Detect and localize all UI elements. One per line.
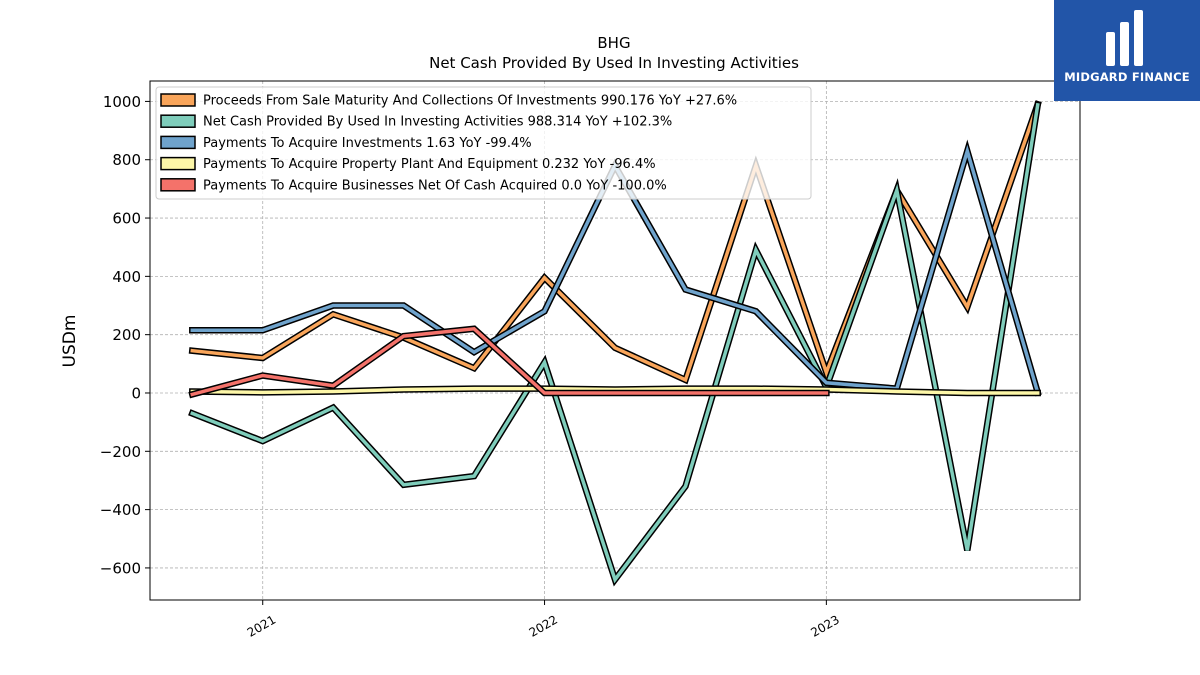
x-tick-label: 2021 bbox=[245, 612, 278, 639]
legend-box bbox=[155, 86, 812, 200]
x-tick-label: 2022 bbox=[527, 612, 560, 639]
chart-subtitle: Net Cash Provided By Used In Investing A… bbox=[429, 54, 799, 72]
legend-swatch bbox=[160, 156, 196, 171]
y-tick-label: 0 bbox=[131, 384, 141, 402]
series-line bbox=[190, 102, 1040, 584]
y-tick-label: 800 bbox=[112, 151, 141, 169]
legend-swatch bbox=[160, 135, 196, 150]
y-tick-label: 200 bbox=[112, 326, 141, 344]
y-tick-label: 400 bbox=[112, 268, 141, 286]
y-tick-label: −600 bbox=[100, 559, 141, 577]
legend-entry: Payments To Acquire Businesses Net Of Ca… bbox=[203, 178, 667, 193]
y-tick-label: −400 bbox=[100, 501, 141, 519]
y-tick-label: 1000 bbox=[103, 93, 141, 111]
x-tick-label: 2023 bbox=[808, 612, 841, 639]
legend-entry: Payments To Acquire Investments 1.63 YoY… bbox=[203, 136, 532, 151]
midgard-logo-icon bbox=[1106, 10, 1143, 66]
x-axis: 2021 2022 2023 bbox=[245, 600, 842, 640]
series-line bbox=[190, 386, 1040, 395]
chart-title: BHG bbox=[597, 34, 630, 52]
plot-frame bbox=[149, 80, 1081, 601]
legend: Proceeds From Sale Maturity And Collecti… bbox=[155, 86, 812, 200]
legend-swatch bbox=[160, 114, 196, 128]
legend-entry: Proceeds From Sale Maturity And Collecti… bbox=[203, 94, 737, 109]
y-tick-label: −200 bbox=[100, 443, 141, 461]
series-line bbox=[190, 326, 829, 397]
legend-swatch bbox=[160, 178, 196, 192]
legend-entry: Payments To Acquire Property Plant And E… bbox=[203, 157, 656, 172]
y-axis: −600 −400 −200 0 200 400 600 800 1000 bbox=[100, 93, 150, 577]
legend-entry: Net Cash Provided By Used In Investing A… bbox=[203, 115, 672, 130]
y-axis-label: USDm bbox=[60, 315, 80, 368]
brand-name: MIDGARD FINANCE bbox=[1064, 70, 1190, 84]
y-tick-label: 600 bbox=[112, 210, 141, 228]
brand-logo: MIDGARD FINANCE bbox=[1054, 0, 1200, 101]
legend-swatch bbox=[160, 93, 196, 107]
